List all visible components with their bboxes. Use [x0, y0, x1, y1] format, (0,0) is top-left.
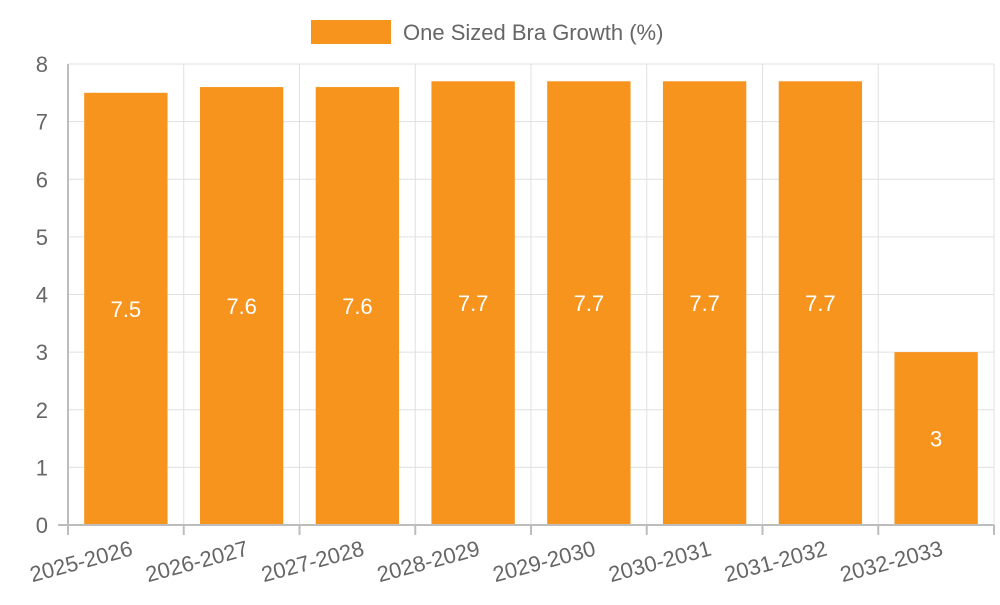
y-tick-label: 4 — [36, 283, 48, 308]
y-tick-label: 1 — [36, 455, 48, 480]
data-labels: 7.5 7.6 7.6 7.7 7.7 7.7 7.7 3 — [111, 291, 943, 451]
y-tick-label: 7 — [36, 110, 48, 135]
data-label: 3 — [930, 427, 942, 452]
x-axis-ticks: 2025-2026 2026-2027 2027-2028 2028-2029 2029… — [27, 536, 945, 587]
y-tick-label: 2 — [36, 398, 48, 423]
data-label: 7.7 — [458, 291, 489, 316]
x-tick-label: 2026-2027 — [143, 536, 251, 587]
data-label: 7.7 — [574, 291, 605, 316]
x-tick-label: 2032-2033 — [837, 536, 945, 587]
data-label: 7.7 — [805, 291, 836, 316]
bar[interactable] — [431, 81, 515, 525]
data-label: 7.6 — [226, 294, 257, 319]
bar[interactable] — [547, 81, 631, 525]
data-label: 7.7 — [689, 291, 720, 316]
bars — [84, 81, 978, 526]
y-axis-ticks: 0 1 2 3 4 5 6 7 8 — [36, 52, 48, 538]
x-tick-label: 2031-2032 — [722, 536, 830, 587]
bar[interactable] — [778, 81, 863, 525]
x-tick-label: 2030-2031 — [606, 536, 714, 587]
legend-label: One Sized Bra Growth (%) — [403, 20, 663, 45]
bar[interactable] — [84, 92, 168, 525]
x-tick-label: 2029-2030 — [490, 536, 598, 587]
x-tick-label: 2025-2026 — [27, 536, 135, 587]
x-tick-label: 2027-2028 — [259, 536, 367, 587]
y-tick-label: 8 — [36, 52, 48, 77]
y-tick-label: 5 — [36, 225, 48, 250]
y-tick-label: 0 — [36, 513, 48, 538]
data-label: 7.6 — [342, 294, 373, 319]
data-label: 7.5 — [111, 297, 142, 322]
legend-swatch — [311, 20, 391, 44]
legend: One Sized Bra Growth (%) — [311, 20, 663, 45]
axes — [58, 64, 995, 535]
y-tick-label: 3 — [36, 340, 48, 365]
bar[interactable] — [315, 87, 400, 526]
y-tick-label: 6 — [36, 167, 48, 192]
x-tick-label: 2028-2029 — [374, 536, 482, 587]
bar[interactable] — [662, 81, 747, 525]
bar[interactable] — [199, 87, 284, 526]
bar[interactable] — [894, 352, 978, 525]
